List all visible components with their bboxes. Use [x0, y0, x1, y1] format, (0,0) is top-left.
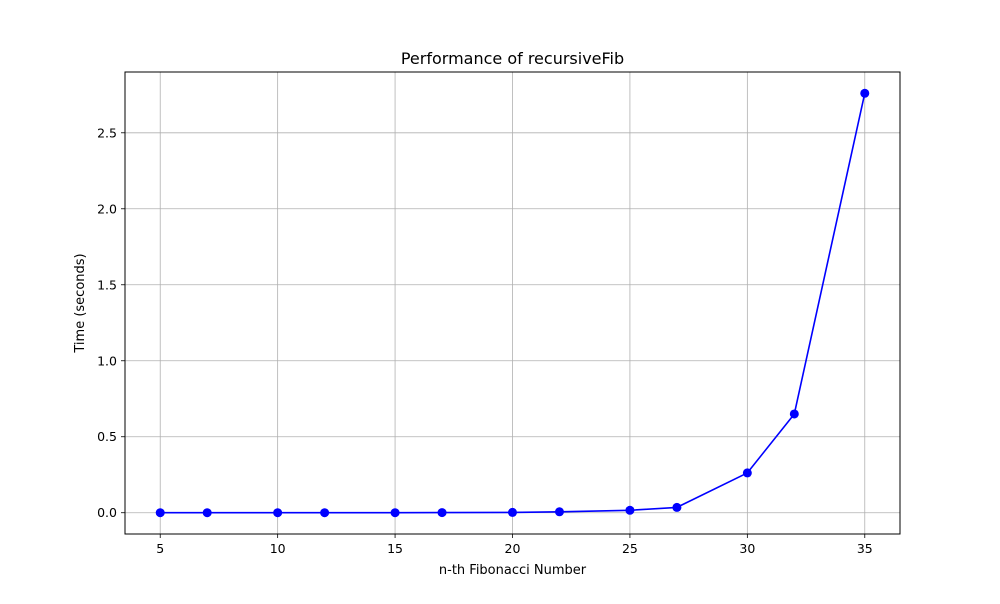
y-tick-label: 1.0	[97, 353, 117, 368]
x-axis-label: n-th Fibonacci Number	[439, 563, 587, 578]
grid	[125, 72, 900, 534]
data-point	[155, 508, 165, 518]
y-tick-label: 2.0	[97, 201, 117, 216]
data-point	[742, 468, 752, 478]
data-point	[789, 409, 799, 419]
y-tick-label: 0.5	[97, 429, 117, 444]
y-tick-label: 2.5	[97, 125, 117, 140]
chart-title: Performance of recursiveFib	[401, 49, 624, 68]
data-point	[320, 508, 330, 518]
data-point	[554, 507, 564, 517]
series-layer	[155, 88, 870, 518]
axis-ticks: 5 10 15 20 25 30 35 0.0 0.5 1.0 1.5 2.0 2.5	[97, 125, 873, 556]
y-tick-label: 1.5	[97, 277, 117, 292]
x-tick-label: 20	[505, 541, 521, 556]
x-tick-label: 5	[156, 541, 164, 556]
data-point	[202, 508, 212, 518]
x-tick-label: 30	[739, 541, 755, 556]
data-point	[273, 508, 283, 518]
data-point	[672, 502, 682, 512]
data-point	[437, 508, 447, 518]
x-tick-label: 35	[857, 541, 873, 556]
plot-frame	[124, 71, 901, 535]
data-point	[390, 508, 400, 518]
data-point	[508, 507, 517, 517]
x-tick-label: 25	[622, 541, 638, 556]
y-tick-label: 0.0	[97, 505, 117, 520]
data-point	[860, 88, 870, 98]
y-axis-label: Time (seconds)	[73, 253, 88, 353]
data-point	[625, 505, 635, 515]
x-tick-label: 10	[270, 541, 286, 556]
x-tick-label: 15	[387, 541, 403, 556]
